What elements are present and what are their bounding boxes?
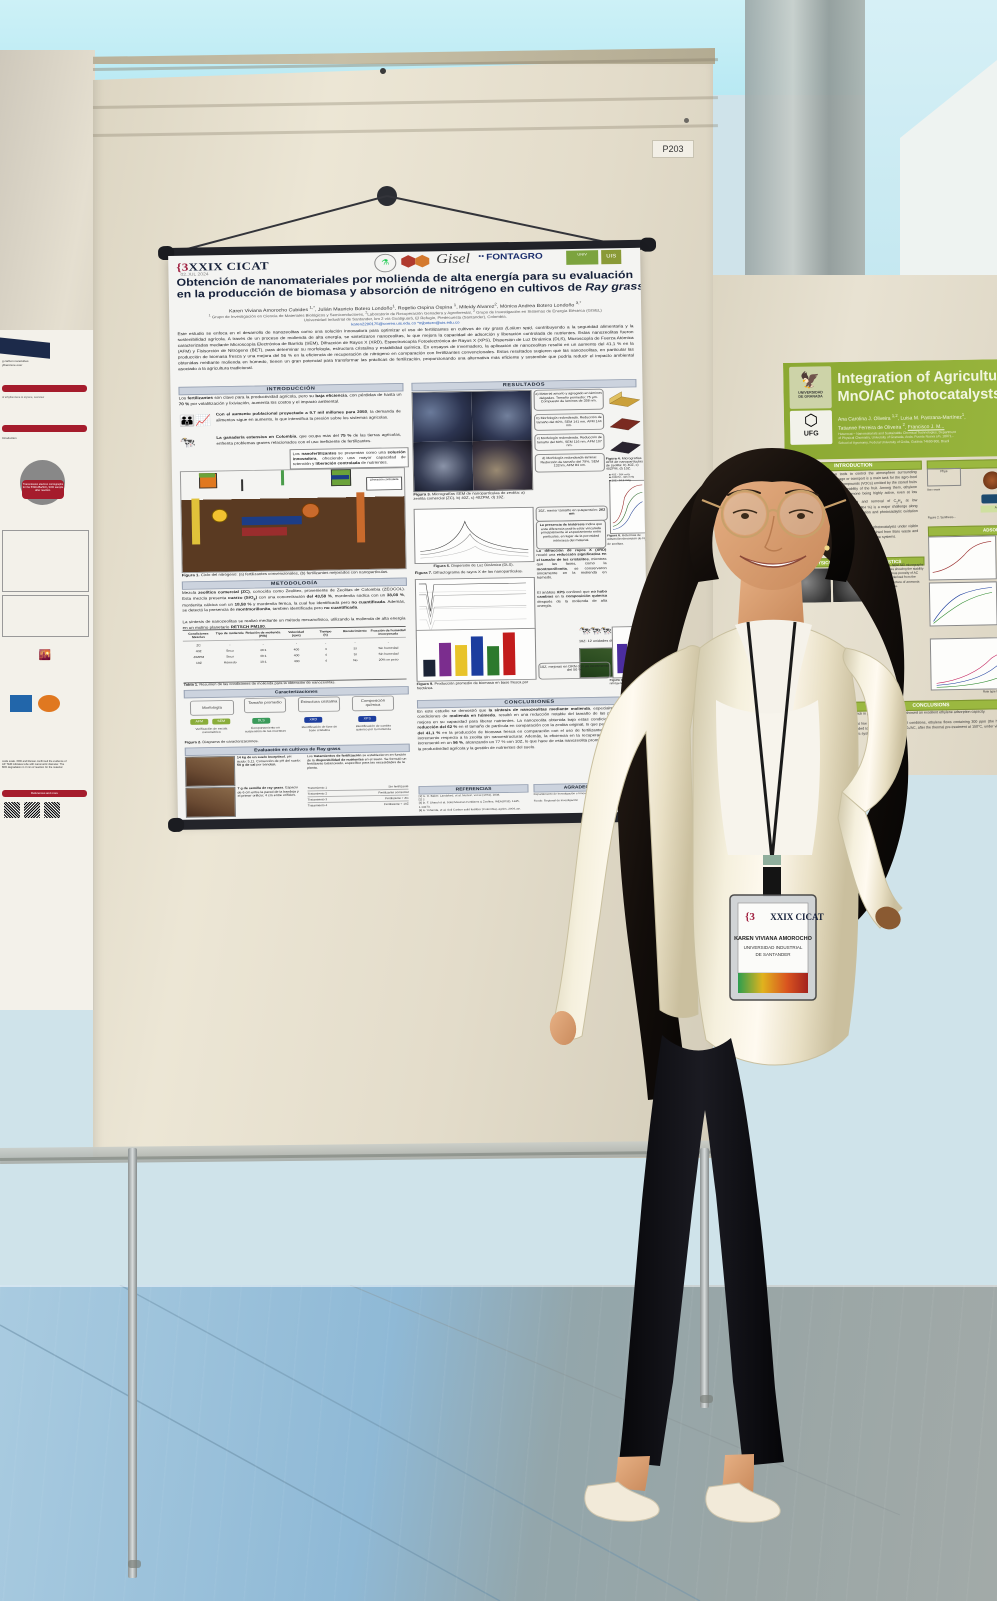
- svg-text:KAREN VIVIANA AMOROCHO: KAREN VIVIANA AMOROCHO: [734, 936, 813, 942]
- svg-text:UNIVERSIDAD INDUSTRIAL: UNIVERSIDAD INDUSTRIAL: [744, 945, 803, 950]
- svg-text:{3: {3: [745, 911, 755, 923]
- svg-text:XXIX CICAT: XXIX CICAT: [770, 912, 824, 922]
- svg-text:DE SANTANDER: DE SANTANDER: [756, 952, 792, 957]
